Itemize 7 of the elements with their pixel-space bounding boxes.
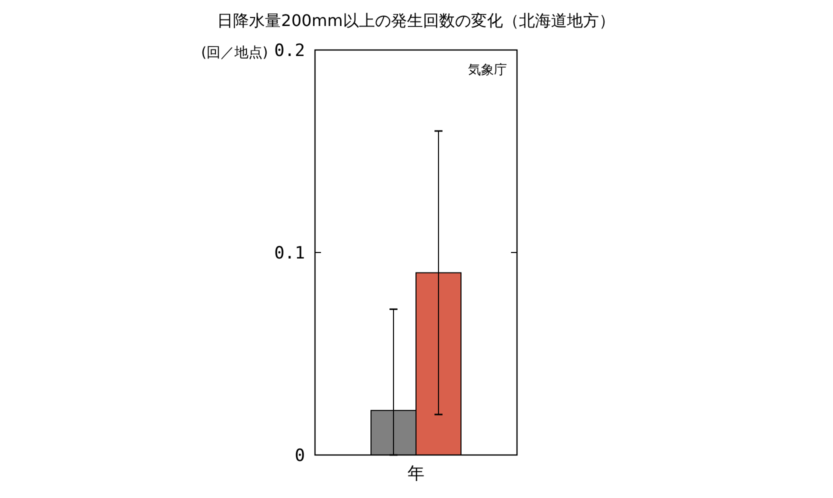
chart-title: 日降水量200mm以上の発生回数の変化（北海道地方） [217,11,615,30]
y-tick-label: 0.1 [274,244,305,264]
y-tick-label: 0.2 [274,41,305,61]
y-tick-label: 0 [294,446,305,466]
annotation: 気象庁 [468,62,507,78]
x-tick-label: 年 [408,464,424,484]
y-axis-title: (回／地点) [201,45,268,61]
